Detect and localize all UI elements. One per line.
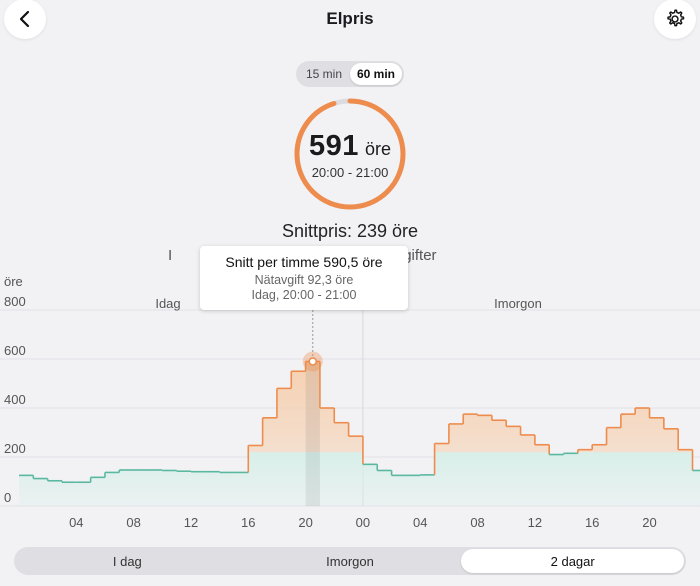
x-tick-label: 16: [585, 515, 599, 530]
y-tick-label: 600: [4, 343, 26, 358]
current-price-unit: öre: [364, 139, 391, 159]
current-price-time: 20:00 - 21:00: [311, 165, 389, 180]
x-tick-label: 04: [69, 515, 83, 530]
price-gauge-arc: [294, 98, 406, 210]
tooltip-fee: Nätavgift 92,3 öre: [254, 273, 354, 287]
period-selector: I dag Imorgon 2 dagar: [14, 547, 686, 575]
x-tick-label: 08: [126, 515, 140, 530]
day-label-today: Idag: [155, 296, 180, 311]
tooltip-title: Snitt per timme 590,5 öre: [225, 254, 383, 270]
chart-tooltip: Snitt per timme 590,5 öre Nätavgift 92,3…: [200, 246, 408, 310]
y-tick-label: 400: [4, 392, 26, 407]
page-title: Elpris: [326, 9, 374, 28]
x-tick-label: 12: [184, 515, 198, 530]
resolution-15-min[interactable]: 15 min: [305, 67, 343, 81]
selected-hour-bar: [305, 361, 320, 506]
current-price-value: 591: [309, 130, 359, 162]
resolution-60-min[interactable]: 60 min: [350, 63, 402, 85]
x-tick-label: 20: [642, 515, 656, 530]
period-two-days[interactable]: 2 dagar: [461, 549, 685, 573]
current-price: 591 öre 20:00 - 21:00: [292, 96, 408, 212]
average-subtitle-left: I: [168, 247, 173, 264]
price-chart[interactable]: öre 0 200 400 600 800 Idag Imorgon 04 08 12 16 20 00 0…: [0, 270, 700, 530]
period-today[interactable]: I dag: [112, 553, 142, 569]
x-tick-label: 00: [356, 515, 370, 530]
price-area: [248, 361, 693, 453]
x-tick-label: 04: [413, 515, 427, 530]
day-label-tomorrow: Imorgon: [494, 296, 542, 311]
y-tick-label: 800: [4, 294, 26, 309]
x-tick-label: 20: [298, 515, 312, 530]
x-tick-label: 08: [470, 515, 484, 530]
gear-icon: [667, 9, 685, 27]
selected-point: [308, 357, 318, 366]
x-tick-label: 12: [528, 515, 542, 530]
resolution-toggle: 15 min 60 min: [296, 61, 404, 87]
price-gauge: [294, 98, 406, 210]
average-price: Snittpris: 239 öre: [281, 221, 419, 241]
chevron-left-icon: [19, 10, 30, 28]
period-tomorrow[interactable]: Imorgon: [326, 553, 374, 569]
y-tick-label: 0: [4, 490, 11, 505]
fee-area: [19, 452, 700, 506]
settings-button[interactable]: [654, 0, 696, 39]
y-tick-label: 200: [4, 441, 26, 456]
tooltip-time: Idag, 20:00 - 21:00: [251, 288, 357, 302]
x-tick-label: 16: [241, 515, 255, 530]
back-button[interactable]: [4, 0, 46, 39]
y-axis-label: öre: [4, 274, 23, 289]
